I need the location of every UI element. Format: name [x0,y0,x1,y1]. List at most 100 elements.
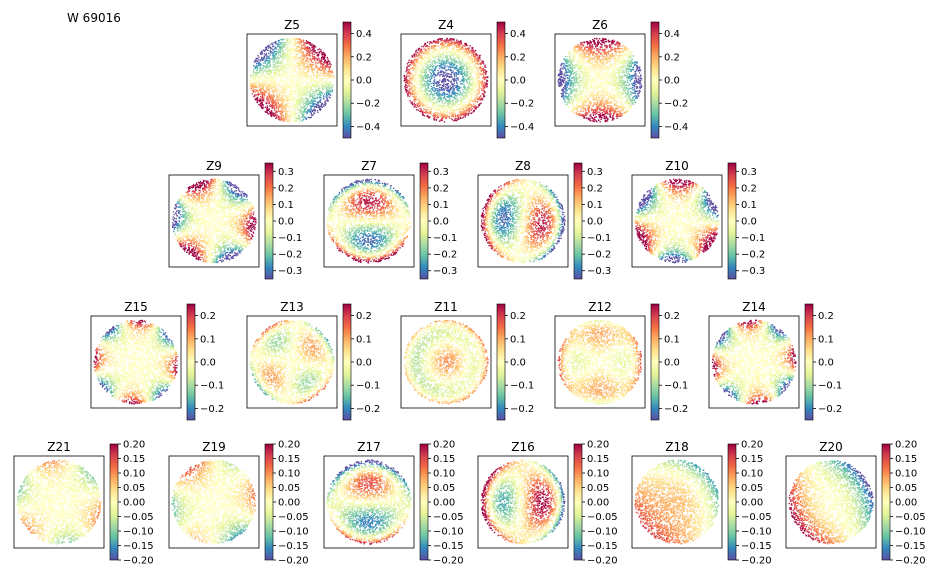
colorbar-tick-label: 0.2 [664,311,680,322]
panel-title: Z10 [665,159,689,173]
colorbar [342,21,352,139]
wavefront-scatter [633,458,721,546]
colorbar-tick-label: 0.1 [200,334,216,345]
colorbar-tick-label: −0.2 [356,404,380,415]
colorbar-tick-label: −0.4 [664,122,688,133]
colorbar-tick-label: 0.3 [741,167,757,178]
colorbar-tick-label: 0.10 [587,469,609,480]
colorbar-tick-label: 0.00 [123,498,145,509]
colorbar-tick-label: 0.2 [200,311,216,322]
colorbar [109,443,119,561]
colorbar-tick-label: 0.0 [433,217,449,228]
colorbar [496,21,506,139]
panel-title: Z20 [819,440,843,454]
panel-z8: Z8 0.3 0.2 0.1 0.0 −0.1 −0.2 −0.3 [477,159,611,280]
colorbar-tick-label: 0.00 [741,498,763,509]
colorbar-tick-label: 0.15 [587,454,609,465]
colorbar [650,21,660,139]
panel-z14: Z14 0.2 0.1 0.0 −0.1 −0.2 [708,300,842,421]
colorbar-tick-label: −0.2 [587,250,611,261]
colorbar [342,303,352,421]
colorbar-tick-label: 0.1 [433,200,449,211]
colorbar-tick-label: −0.15 [741,541,772,552]
wavefront-scatter [170,458,258,546]
colorbar-tick-label: −0.1 [356,381,380,392]
panel-z5: Z5 0.4 0.2 0.0 −0.2 −0.4 [246,18,380,139]
colorbar-tick-label: −0.1 [510,381,534,392]
colorbar-tick-label: 0.15 [278,454,300,465]
colorbar-tick-label: 0.0 [818,358,834,369]
colorbar-tick-label: −0.1 [587,233,611,244]
colorbar-tick-label: −0.05 [433,512,464,523]
colorbar [881,443,891,561]
wavefront-scatter [170,177,258,265]
colorbar [496,303,506,421]
colorbar [650,303,660,421]
colorbar-tick-label: −0.15 [587,541,618,552]
colorbar-tick-label: 0.20 [123,440,145,451]
panel-z4: Z4 0.4 0.2 0.0 −0.2 −0.4 [400,18,534,139]
colorbar-tick-label: 0.20 [895,440,917,451]
colorbar-tick-label: −0.2 [433,250,457,261]
colorbar-tick-label: −0.05 [278,512,309,523]
colorbar-tick-label: 0.10 [278,469,300,480]
panel-z15: Z15 0.2 0.1 0.0 −0.1 −0.2 [90,300,224,421]
panel-title: Z11 [434,300,458,314]
colorbar-tick-label: 0.20 [433,440,455,451]
panel-z10: Z10 0.3 0.2 0.1 0.0 −0.1 −0.2 −0.3 [631,159,765,280]
colorbar-tick-label: −0.10 [123,527,154,538]
colorbar-tick-label: 0.0 [664,358,680,369]
colorbar-tick-label: −0.2 [664,99,688,110]
colorbar-tick-label: 0.20 [587,440,609,451]
wavefront-scatter [15,458,103,546]
colorbar-tick-label: −0.10 [433,527,464,538]
colorbar-tick-label: 0.1 [818,334,834,345]
colorbar-tick-label: 0.05 [433,483,455,494]
panel-title: Z12 [588,300,612,314]
colorbar-tick-label: 0.1 [510,334,526,345]
wavefront-scatter [402,318,490,406]
colorbar-tick-label: 0.2 [510,311,526,322]
colorbar-tick-label: −0.1 [818,381,842,392]
colorbar-tick-label: 0.4 [510,29,526,40]
panel-title: Z17 [357,440,381,454]
figure-title: W 69016 [67,11,121,25]
colorbar [419,162,429,280]
colorbar-tick-label: 0.15 [741,454,763,465]
wavefront-scatter [556,318,644,406]
colorbar-tick-label: 0.10 [433,469,455,480]
panel-z7: Z7 0.3 0.2 0.1 0.0 −0.1 −0.2 −0.3 [323,159,457,280]
colorbar [186,303,196,421]
colorbar [573,443,583,561]
colorbar-tick-label: −0.15 [123,541,154,552]
colorbar-tick-label: −0.10 [587,527,618,538]
wavefront-scatter [479,177,567,265]
colorbar-tick-label: −0.2 [200,404,224,415]
colorbar-tick-label: −0.2 [741,250,765,261]
colorbar-tick-label: 0.0 [278,217,294,228]
colorbar [727,162,737,280]
colorbar-tick-label: −0.15 [278,541,309,552]
colorbar-tick-label: 0.2 [356,311,372,322]
colorbar-tick-label: 0.3 [587,167,603,178]
panel-title: Z16 [511,440,535,454]
panel-z20: Z20 0.20 0.15 0.10 0.05 0.00 −0.05 −0.10 −0.15 −0… [785,440,926,567]
panel-title: Z7 [361,159,377,173]
colorbar-tick-label: −0.10 [895,527,926,538]
panel-title: Z13 [280,300,304,314]
colorbar-tick-label: 0.2 [510,52,526,63]
panel-title: Z6 [592,18,608,32]
colorbar-tick-label: 0.20 [741,440,763,451]
colorbar-tick-label: 0.00 [587,498,609,509]
colorbar-tick-label: 0.0 [510,76,526,87]
colorbar-tick-label: −0.2 [278,250,302,261]
colorbar-tick-label: 0.2 [741,183,757,194]
colorbar-tick-label: −0.2 [818,404,842,415]
colorbar-tick-label: 0.3 [278,167,294,178]
colorbar-tick-label: 0.05 [587,483,609,494]
colorbar-tick-label: −0.3 [278,266,302,277]
colorbar-tick-label: 0.2 [587,183,603,194]
panel-z11: Z11 0.2 0.1 0.0 −0.1 −0.2 [400,300,534,421]
wavefront-scatter [248,36,336,124]
